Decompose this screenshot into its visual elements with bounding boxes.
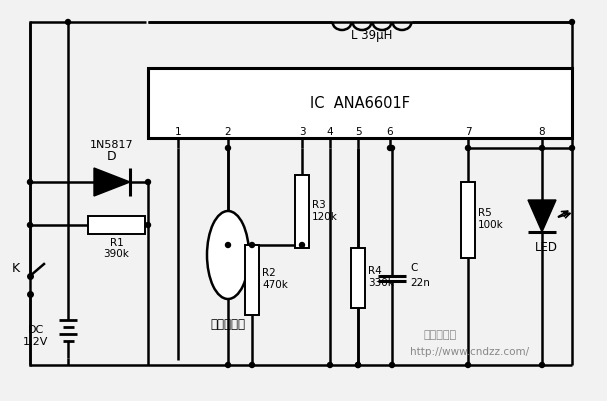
Text: LED: LED <box>535 241 557 254</box>
Text: R5: R5 <box>478 208 492 218</box>
Text: 390k: 390k <box>104 249 129 259</box>
Text: 7: 7 <box>465 127 471 137</box>
Circle shape <box>225 363 231 367</box>
Bar <box>148 68 572 138</box>
Text: 3: 3 <box>299 127 305 137</box>
Text: 22n: 22n <box>410 278 430 288</box>
Polygon shape <box>94 168 130 196</box>
Circle shape <box>27 223 33 227</box>
Text: C: C <box>410 263 418 273</box>
Circle shape <box>569 146 574 150</box>
Text: 8: 8 <box>538 127 545 137</box>
Circle shape <box>390 363 395 367</box>
Circle shape <box>27 180 33 184</box>
Text: R2: R2 <box>262 268 276 278</box>
Circle shape <box>356 363 361 367</box>
Circle shape <box>249 243 254 247</box>
Text: 5: 5 <box>354 127 361 137</box>
Circle shape <box>466 363 470 367</box>
Text: IC  ANA6601F: IC ANA6601F <box>310 95 410 111</box>
Circle shape <box>466 146 470 150</box>
Circle shape <box>225 146 231 150</box>
Polygon shape <box>528 200 556 232</box>
Text: DC: DC <box>28 325 44 335</box>
Text: K: K <box>12 261 20 275</box>
Text: R1: R1 <box>110 238 123 248</box>
Circle shape <box>540 363 544 367</box>
Bar <box>245 245 259 315</box>
Text: 太阳能电池: 太阳能电池 <box>211 318 245 330</box>
Bar <box>88 216 145 234</box>
Circle shape <box>569 20 574 24</box>
Bar <box>351 248 365 308</box>
Circle shape <box>66 20 70 24</box>
Text: 1N5817: 1N5817 <box>90 140 134 150</box>
Text: 4: 4 <box>327 127 333 137</box>
Text: 电子电路网: 电子电路网 <box>424 330 456 340</box>
Circle shape <box>540 146 544 150</box>
Circle shape <box>249 363 254 367</box>
Text: R4: R4 <box>368 266 382 276</box>
Text: R3: R3 <box>312 200 326 209</box>
Ellipse shape <box>207 211 249 299</box>
Text: 330k: 330k <box>368 278 394 288</box>
Text: D: D <box>107 150 117 162</box>
Text: 6: 6 <box>387 127 393 137</box>
Text: 100k: 100k <box>478 220 504 230</box>
Bar <box>461 182 475 258</box>
Text: 1.2V: 1.2V <box>23 337 49 347</box>
Circle shape <box>328 363 333 367</box>
Circle shape <box>225 243 231 247</box>
Circle shape <box>146 180 151 184</box>
Text: 470k: 470k <box>262 280 288 290</box>
Text: 120k: 120k <box>312 211 338 221</box>
Circle shape <box>299 243 305 247</box>
Text: 2: 2 <box>225 127 231 137</box>
Circle shape <box>387 146 393 150</box>
Text: http://www.cndzz.com/: http://www.cndzz.com/ <box>410 347 529 357</box>
Circle shape <box>390 146 395 150</box>
Circle shape <box>356 363 361 367</box>
Text: L 39μH: L 39μH <box>351 30 393 43</box>
Text: 1: 1 <box>175 127 181 137</box>
Bar <box>295 175 309 248</box>
Circle shape <box>146 223 151 227</box>
